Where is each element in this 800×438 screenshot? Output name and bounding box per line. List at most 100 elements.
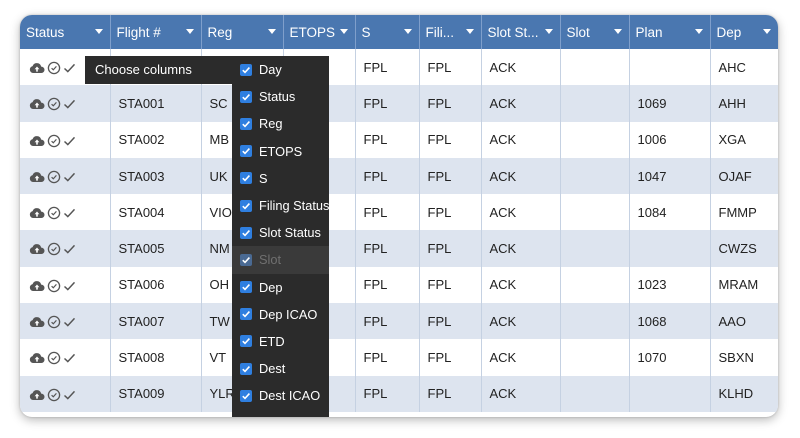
column-menu-caret-icon[interactable] (403, 29, 412, 34)
column-header-label: ETOPS (289, 24, 336, 40)
table-row[interactable]: STA001 SC FPL FPL ACK 1069 AHH (20, 85, 778, 122)
cell-slot (560, 266, 630, 304)
column-option-label: Filing Status (259, 198, 330, 214)
checkbox-checked-icon[interactable] (240, 172, 252, 185)
cell-plan: 1023 (629, 266, 711, 304)
cell-plan: 1047 (629, 157, 711, 195)
checkbox-checked-icon[interactable] (240, 226, 252, 239)
checkmark-icon (63, 317, 76, 327)
column-option-s[interactable]: S (232, 165, 329, 192)
column-header-label: Flight # (116, 24, 161, 40)
cell-dep: SBXN (710, 339, 778, 376)
column-option-dest[interactable]: Dest (232, 355, 329, 382)
column-header-slot[interactable]: Slot (560, 15, 630, 49)
cell-s: FPL (355, 85, 420, 122)
column-header-plan[interactable]: Plan (629, 15, 711, 49)
column-option-day[interactable]: Day (232, 56, 329, 83)
column-option-label: Slot (259, 252, 282, 268)
cell-plan: 1084 (629, 194, 711, 231)
column-option-dep-icao[interactable]: Dep ICAO (232, 301, 329, 328)
checkmark-icon (63, 172, 76, 182)
column-menu-caret-icon[interactable] (694, 29, 703, 34)
clock-circle-icon (47, 279, 61, 292)
cell-filing: FPL (419, 157, 482, 195)
cell-filing: FPL (419, 266, 482, 304)
cell-flight: STA008 (110, 339, 202, 376)
cell-plan (629, 375, 711, 412)
cell-s: FPL (355, 266, 420, 304)
cell-flight: STA007 (110, 303, 202, 340)
checkmark-icon (63, 354, 76, 363)
cell-flight: STA003 (110, 157, 202, 195)
column-menu-caret-icon[interactable] (339, 29, 348, 34)
cell-dep: MRAM (710, 266, 778, 304)
status-cell (20, 339, 111, 376)
column-header-flight[interactable]: Flight # (110, 15, 202, 49)
cell-filing: FPL (419, 339, 482, 376)
column-menu-caret-icon[interactable] (267, 29, 276, 34)
status-cell (20, 121, 111, 158)
clock-circle-icon (47, 388, 61, 401)
column-menu-caret-icon[interactable] (544, 29, 553, 34)
cell-flight: STA009 (110, 375, 202, 412)
column-option-etops[interactable]: ETOPS (232, 138, 329, 165)
checkbox-checked-icon[interactable] (240, 63, 252, 76)
checkbox-checked-icon[interactable] (240, 199, 252, 212)
column-header-reg[interactable]: Reg (201, 15, 284, 49)
column-option-slot-status[interactable]: Slot Status (232, 219, 329, 246)
clock-circle-icon (47, 206, 61, 220)
column-menu-caret-icon[interactable] (94, 29, 103, 34)
cell-flight: STA005 (110, 230, 202, 267)
checkbox-checked-icon[interactable] (240, 389, 252, 402)
column-option-status[interactable]: Status (232, 83, 329, 110)
checkbox-checked-icon[interactable] (240, 281, 252, 294)
checkbox-checked-icon (240, 253, 252, 266)
checkbox-checked-icon[interactable] (240, 308, 252, 321)
cell-plan (629, 49, 711, 86)
table-row[interactable]: STA008 VT FPL FPL ACK 1070 SBXN (20, 339, 778, 376)
cell-plan: 1069 (629, 85, 711, 122)
cell-s: FPL (355, 230, 420, 267)
cell-slot (560, 339, 630, 376)
column-header-status[interactable]: Status (20, 15, 111, 49)
column-menu-caret-icon[interactable] (185, 29, 194, 34)
cell-filing: FPL (419, 303, 482, 340)
column-header-etops[interactable]: ETOPS (283, 15, 356, 49)
column-header-filing[interactable]: Fili... (419, 15, 482, 49)
clock-circle-icon (47, 97, 61, 111)
checkbox-checked-icon[interactable] (240, 145, 252, 158)
column-option-filing-status[interactable]: Filing Status (232, 192, 329, 219)
cell-flight: STA002 (110, 121, 202, 158)
column-header-label: Fili... (425, 24, 455, 40)
checkbox-checked-icon[interactable] (240, 362, 252, 375)
choose-columns-title: Choose columns (85, 56, 232, 84)
clock-circle-icon (47, 134, 61, 147)
column-option-dep[interactable]: Dep (232, 274, 329, 301)
cell-slotstatus: ACK (481, 303, 561, 340)
column-header-s[interactable]: S (355, 15, 420, 49)
column-option-label: ETOPS (259, 143, 303, 159)
cell-slot (560, 121, 630, 158)
checkbox-checked-icon[interactable] (240, 335, 252, 348)
cell-slotstatus: ACK (481, 49, 561, 86)
column-menu-caret-icon[interactable] (762, 29, 771, 34)
column-header-slotstatus[interactable]: Slot St... (481, 15, 561, 49)
cell-slotstatus: ACK (481, 194, 561, 231)
column-option-label: ETD (259, 333, 285, 349)
column-option-reg[interactable]: Reg (232, 110, 329, 137)
column-option-label: S (259, 170, 268, 186)
column-header-dep[interactable]: Dep (710, 15, 778, 49)
cell-plan: 1070 (629, 339, 711, 376)
column-option-label: Dest ICAO (259, 388, 321, 404)
column-option-dest-icao[interactable]: Dest ICAO (232, 382, 329, 409)
table-header: Status Flight # Reg ETOPS S Fili... Slot St...… (20, 15, 778, 49)
checkbox-checked-icon[interactable] (240, 90, 252, 103)
column-option-etd[interactable]: ETD (232, 328, 329, 355)
checkbox-checked-icon[interactable] (240, 117, 252, 130)
cloud-upload-icon (29, 389, 45, 400)
column-menu-caret-icon[interactable] (465, 29, 474, 34)
cloud-upload-icon (29, 244, 45, 255)
cell-dep: AHC (710, 49, 778, 86)
cloud-upload-icon (29, 99, 45, 110)
column-menu-caret-icon[interactable] (613, 29, 622, 34)
